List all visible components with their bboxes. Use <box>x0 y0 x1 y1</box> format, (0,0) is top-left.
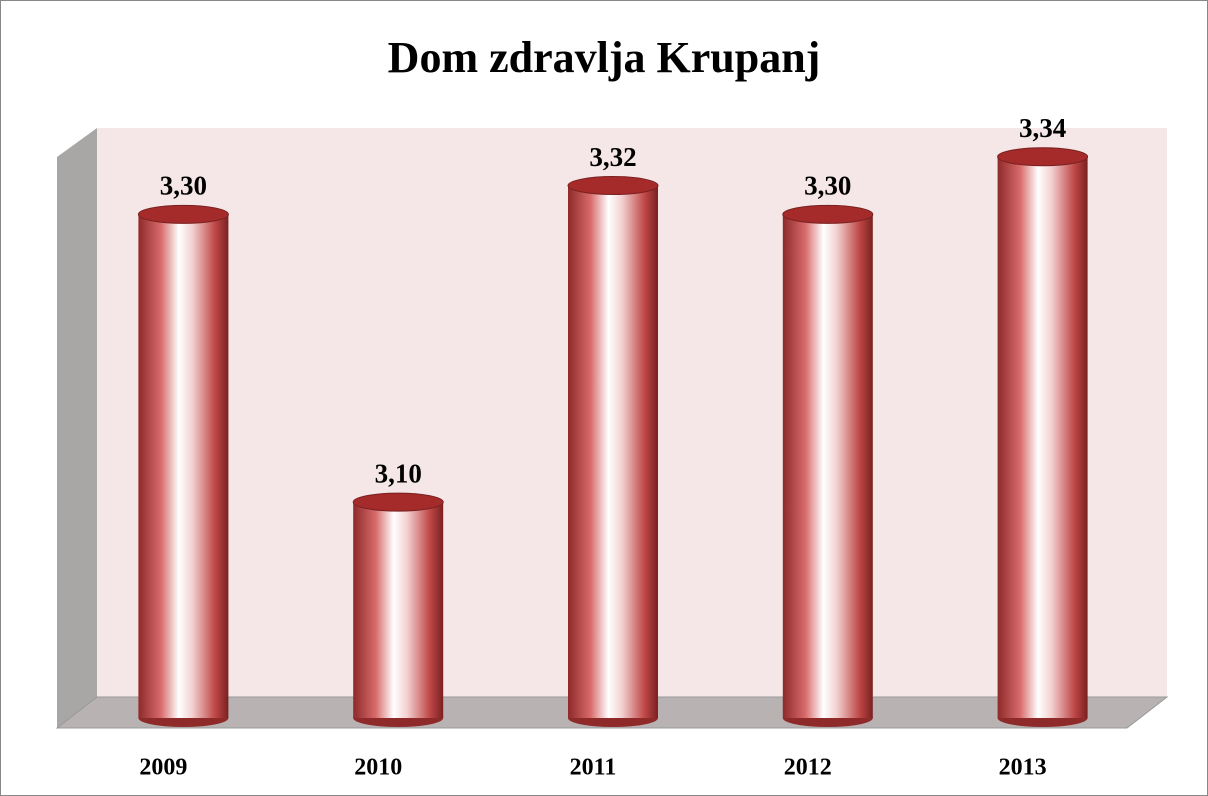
x-tick-label: 2010 <box>354 755 402 781</box>
value-label: 3,30 <box>160 171 207 201</box>
bar-top <box>137 204 229 224</box>
bar-top <box>997 147 1089 167</box>
x-tick-label: 2012 <box>784 755 832 781</box>
value-label: 3,34 <box>1019 113 1066 143</box>
bar <box>782 214 873 718</box>
bar-top <box>567 176 659 196</box>
side-wall <box>57 128 97 728</box>
x-tick-label: 2013 <box>999 755 1047 781</box>
value-label: 3,10 <box>375 458 422 488</box>
x-tick-label: 2009 <box>139 755 187 781</box>
x-tick-label: 2011 <box>570 755 617 781</box>
chart-title: Dom zdravlja Krupanj <box>388 33 821 82</box>
bar <box>138 214 229 718</box>
value-label: 3,30 <box>804 171 851 201</box>
bar-top <box>782 204 874 224</box>
bar <box>997 156 1088 718</box>
value-label: 3,32 <box>589 142 636 172</box>
bar <box>353 502 444 718</box>
bar-top <box>352 492 444 512</box>
bar <box>568 185 658 718</box>
